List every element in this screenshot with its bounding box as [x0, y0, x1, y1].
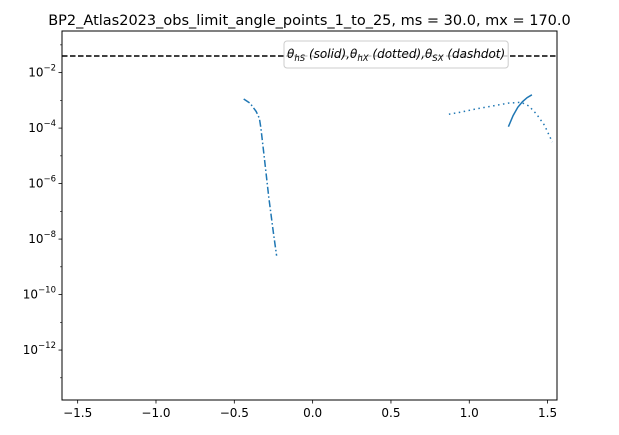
x-tick-label: 1.5: [538, 406, 557, 420]
legend-label: θhS (solid),θhX (dotted),θSX (dashdot): [287, 47, 505, 64]
series-theta_hS: [507, 94, 533, 127]
series-theta_SX: [243, 98, 278, 256]
x-tick-label: 1.0: [460, 406, 479, 420]
y-tick-label: 10−4: [28, 119, 56, 135]
legend: θhS (solid),θhX (dotted),θSX (dashdot): [283, 40, 509, 69]
x-tick-label: 0.5: [381, 406, 400, 420]
x-tick-label: 0.0: [303, 406, 322, 420]
x-tick-label: −1.0: [141, 406, 170, 420]
y-tick-label: 10−2: [28, 64, 56, 80]
x-tick-label: −0.5: [220, 406, 249, 420]
axis-ticks: −1.5 −1.0 −0.5 0.0 0.5 1.0 1.5 10−2 10−4 10−6 10−8…: [23, 44, 557, 420]
series-theta_hX: [448, 101, 553, 143]
y-tick-label: 10−12: [23, 341, 56, 357]
axes-frame: [61, 30, 558, 401]
y-tick-label: 10−6: [28, 175, 56, 191]
y-tick-label: 10−10: [23, 286, 56, 302]
y-tick-label: 10−8: [28, 230, 56, 246]
legend-box: [283, 40, 509, 69]
x-tick-label: −1.5: [63, 406, 92, 420]
plot-area: [62, 55, 557, 256]
chart-title: BP2_Atlas2023_obs_limit_angle_points_1_t…: [48, 13, 571, 29]
